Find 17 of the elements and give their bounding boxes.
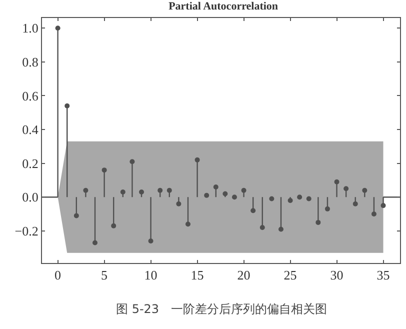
y-tick-label: 0.0	[22, 190, 38, 205]
caption: 图 5-23 一阶差分后序列的偏自相关图	[116, 302, 328, 316]
y-tick-label: −0.2	[14, 223, 38, 238]
x-tick-label: 35	[376, 268, 390, 283]
x-tick-label: 25	[284, 268, 297, 283]
y-tick-label: 0.8	[22, 54, 38, 70]
x-tick-label: 15	[190, 268, 204, 283]
x-tick-label: 20	[237, 268, 250, 283]
y-tick-label: 0.4	[22, 122, 39, 138]
y-tick-label: 0.2	[22, 156, 38, 171]
y-tick-label: 0.6	[22, 88, 39, 104]
x-tick-label: 10	[144, 268, 158, 283]
x-tick-label: 30	[330, 268, 344, 283]
x-tick-label: 0	[54, 268, 62, 283]
chart-title: Partial Autocorrelation	[168, 0, 278, 12]
x-tick-label: 5	[101, 268, 108, 283]
y-tick-label: 1.0	[22, 20, 38, 36]
